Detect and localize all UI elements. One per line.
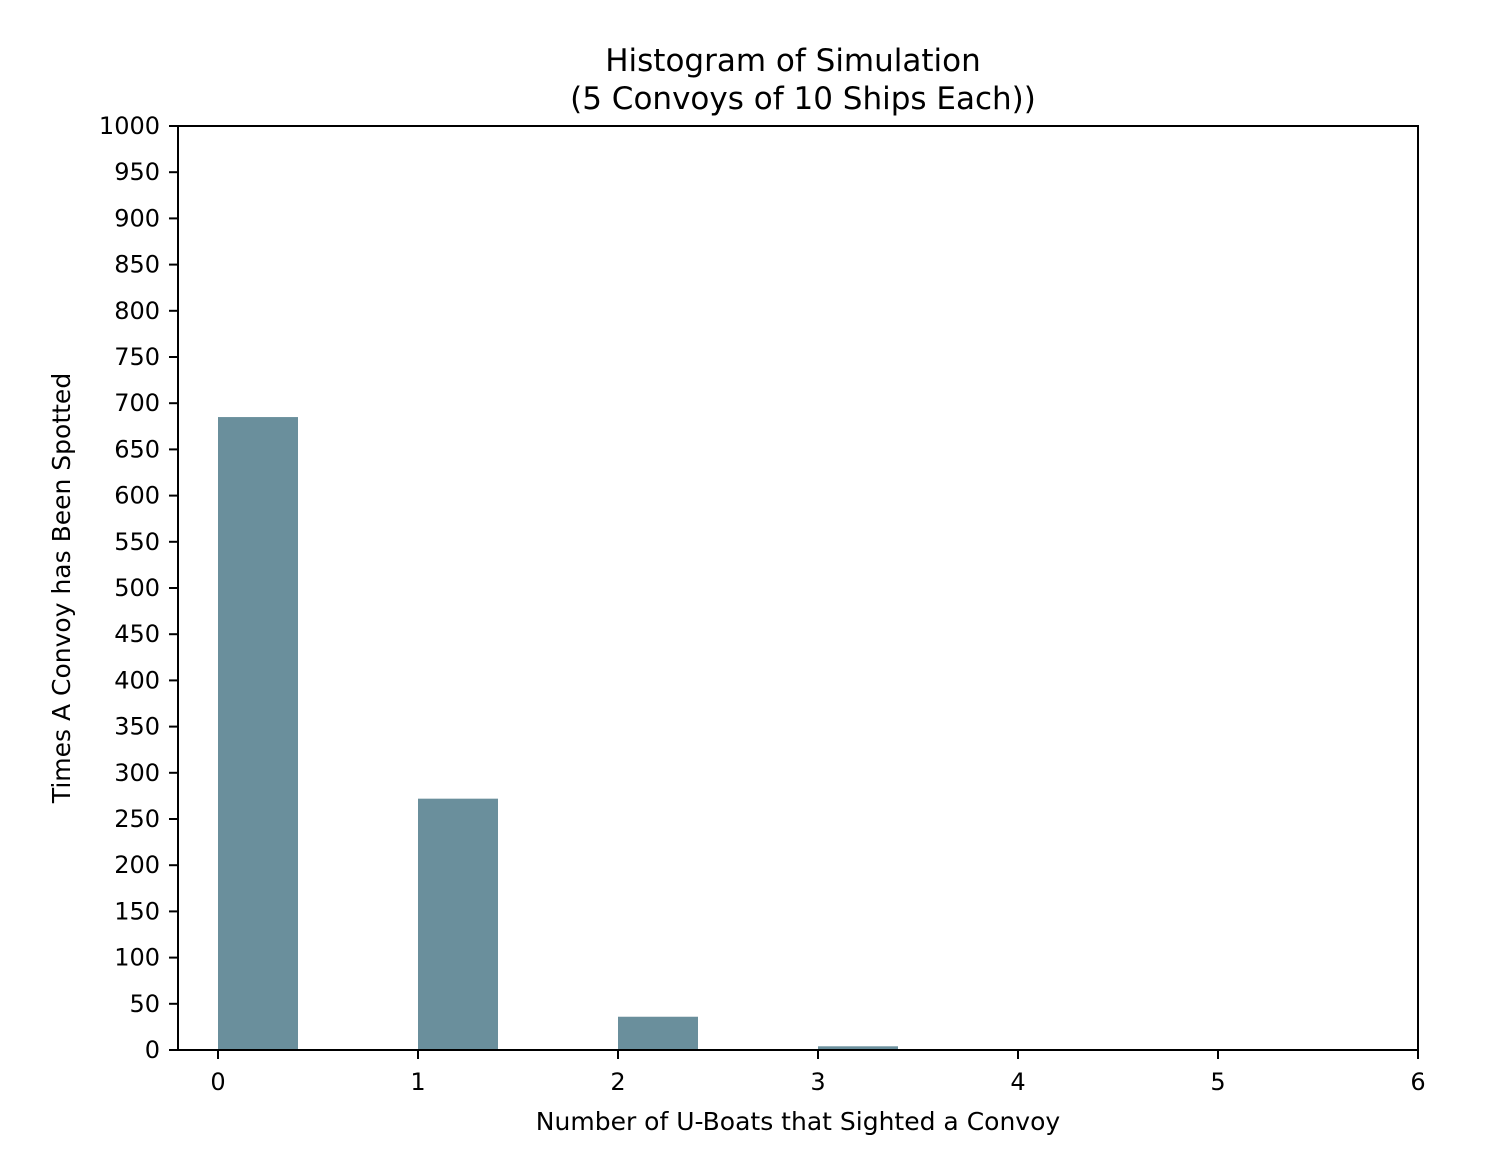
y-tick-label: 700	[114, 389, 160, 417]
y-tick-label: 300	[114, 759, 160, 787]
chart-subtitle: (5 Convoys of 10 Ships Each))	[570, 81, 1036, 117]
y-tick-label: 850	[114, 251, 160, 279]
y-tick-label: 900	[114, 204, 160, 232]
x-axis-label: Number of U-Boats that Sighted a Convoy	[536, 1107, 1061, 1136]
x-axis-ticks: 0 1 2 3 4 5 6	[210, 1050, 1426, 1096]
y-tick-label: 400	[114, 666, 160, 694]
chart-title: Histogram of Simulation	[605, 43, 981, 79]
bar-1	[418, 798, 498, 1050]
y-tick-label: 750	[114, 343, 160, 371]
y-tick-label: 250	[114, 805, 160, 833]
x-tick-label: 4	[1010, 1068, 1025, 1096]
plot-frame	[177, 125, 1419, 1051]
y-tick-label: 450	[114, 620, 160, 648]
x-tick-label: 6	[1410, 1068, 1425, 1096]
y-tick-label: 550	[114, 528, 160, 556]
x-tick-label: 5	[1210, 1068, 1225, 1096]
y-tick-label: 950	[114, 158, 160, 186]
bar-3	[818, 1046, 898, 1050]
y-tick-label: 1000	[99, 112, 160, 140]
bar-2	[618, 1016, 698, 1050]
x-tick-label: 2	[610, 1068, 625, 1096]
y-tick-label: 650	[114, 435, 160, 463]
y-tick-label: 600	[114, 482, 160, 510]
y-tick-label: 800	[114, 297, 160, 325]
x-tick-label: 1	[410, 1068, 425, 1096]
y-axis-label: Times A Convoy has Been Spotted	[47, 373, 76, 804]
y-tick-label: 350	[114, 713, 160, 741]
y-tick-label: 0	[145, 1036, 160, 1064]
bar-0	[218, 417, 298, 1050]
y-tick-label: 150	[114, 897, 160, 925]
y-tick-label: 100	[114, 944, 160, 972]
y-tick-label: 200	[114, 851, 160, 879]
y-axis-ticks: 0 50 100 150 200 250 300 350 400 450 500 550 600 650 7…	[99, 112, 178, 1064]
bars-group	[218, 417, 898, 1050]
x-tick-label: 3	[810, 1068, 825, 1096]
y-tick-label: 50	[129, 990, 160, 1018]
y-tick-label: 500	[114, 574, 160, 602]
x-tick-label: 0	[210, 1068, 225, 1096]
